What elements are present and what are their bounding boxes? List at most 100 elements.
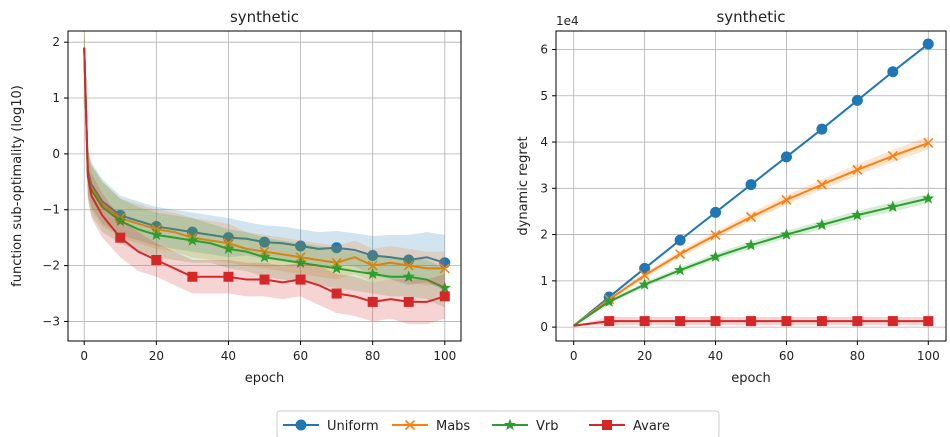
right-x-tick-label: 100 [917, 349, 940, 363]
legend-marker-uniform [295, 419, 307, 431]
left-line-vrb [83, 47, 446, 289]
left-y-tick-label: 2 [52, 35, 60, 49]
left-point-uniform [367, 250, 379, 262]
left-point-avare [223, 271, 234, 282]
left-point-uniform [295, 240, 307, 252]
left-x-tick-label: 100 [433, 349, 456, 363]
left-y-tick-label: −2 [42, 259, 60, 273]
right-point-uniform [851, 94, 863, 106]
left-point-avare [259, 274, 270, 285]
right-point-uniform [710, 206, 722, 218]
right-point-vrb [674, 263, 687, 276]
right-x-tick-label: 80 [850, 349, 865, 363]
right-series-uniform [573, 38, 934, 327]
right-point-mabs [852, 164, 863, 175]
legend: Uniform Mabs Vrb Avare [276, 410, 720, 437]
right-x-tick-label: 60 [779, 349, 794, 363]
right-point-avare [852, 316, 863, 327]
right-point-vrb [815, 218, 828, 231]
left-point-avare [367, 296, 378, 307]
left-point-vrb [366, 267, 379, 280]
legend-label-avare: Avare [633, 419, 670, 434]
right-series-group [573, 38, 935, 327]
right-point-uniform [674, 234, 686, 246]
right-point-uniform [922, 38, 934, 50]
right-point-avare [816, 316, 827, 327]
right-point-mabs [923, 137, 934, 149]
left-point-vrb [258, 250, 271, 263]
right-point-uniform [780, 151, 792, 163]
left-x-tick-label: 20 [149, 349, 164, 363]
left-chart-panel: 0 20 40 60 80 100 −3 −2 −1 0 1 2 synthetic epoch funct… [10, 8, 462, 386]
left-series-avare [83, 31, 450, 325]
left-point-uniform [331, 242, 343, 254]
right-point-uniform [639, 262, 651, 274]
left-point-vrb [402, 270, 415, 282]
left-line-mabs [83, 47, 445, 270]
left-y-tick-label: −1 [42, 203, 60, 217]
right-y-tick-label: 1 [540, 274, 548, 288]
left-x-tick-label: 80 [365, 349, 380, 363]
right-point-avare [675, 316, 686, 327]
right-point-uniform [816, 123, 828, 135]
right-point-mabs [710, 229, 721, 241]
left-point-avare [403, 296, 414, 307]
left-x-tick-label: 0 [80, 349, 88, 363]
right-point-mabs [745, 211, 757, 223]
right-point-avare [710, 316, 721, 327]
right-point-avare [923, 316, 934, 327]
left-y-tick-label: 1 [52, 91, 60, 105]
right-point-mabs [675, 248, 686, 260]
right-point-vrb [638, 278, 651, 290]
left-y-tick-label: −3 [42, 314, 60, 328]
left-series-group [83, 31, 451, 325]
left-point-mabs [367, 260, 378, 271]
right-series-mabs [573, 136, 934, 327]
right-axes-frame [555, 30, 947, 342]
right-y-tick-label: 2 [540, 228, 548, 242]
left-band-mabs [84, 31, 445, 286]
legend-label-uniform: Uniform [327, 419, 379, 434]
right-y-tick-label: 5 [540, 89, 548, 103]
left-point-avare [331, 288, 342, 299]
right-point-uniform [745, 179, 757, 191]
right-point-vrb [886, 200, 899, 212]
legend-item-uniform: Uniform [283, 419, 379, 434]
left-point-avare [295, 274, 306, 285]
right-point-vrb [744, 238, 758, 251]
right-x-tick-label: 0 [570, 349, 578, 363]
right-point-avare [887, 316, 898, 327]
right-series-avare [573, 316, 934, 327]
right-point-mabs [887, 150, 898, 161]
left-line-uniform [83, 47, 446, 264]
right-series-vrb [573, 192, 935, 327]
left-point-avare [439, 291, 450, 302]
right-y-tick-label: 3 [540, 181, 548, 195]
right-point-vrb [709, 250, 722, 262]
right-x-tick-label: 40 [708, 349, 723, 363]
right-y-tick-label: 0 [540, 320, 548, 334]
right-y-tick-label: 6 [540, 43, 548, 57]
right-point-uniform [887, 66, 899, 78]
left-point-vrb [150, 228, 163, 241]
left-x-axis-label: epoch [245, 371, 285, 386]
legend-marker-avare [602, 420, 612, 430]
right-scale-label: 1e4 [556, 14, 579, 28]
right-y-axis-label: dynamic regret [516, 136, 531, 235]
left-point-vrb [222, 242, 235, 254]
left-point-vrb [438, 281, 451, 294]
left-point-mabs [403, 260, 414, 271]
left-x-tick-label: 60 [293, 349, 308, 363]
right-point-vrb [922, 192, 935, 204]
left-point-avare [187, 271, 198, 282]
right-point-avare [604, 316, 615, 327]
right-grid [556, 31, 946, 341]
legend-marker-vrb [503, 418, 517, 431]
left-point-vrb [330, 262, 343, 274]
legend-item-mabs: Mabs [392, 419, 470, 434]
left-grid [68, 31, 461, 341]
left-chart-title: synthetic [230, 8, 299, 26]
right-x-axis-label: epoch [731, 371, 771, 386]
right-point-vrb [851, 208, 864, 221]
